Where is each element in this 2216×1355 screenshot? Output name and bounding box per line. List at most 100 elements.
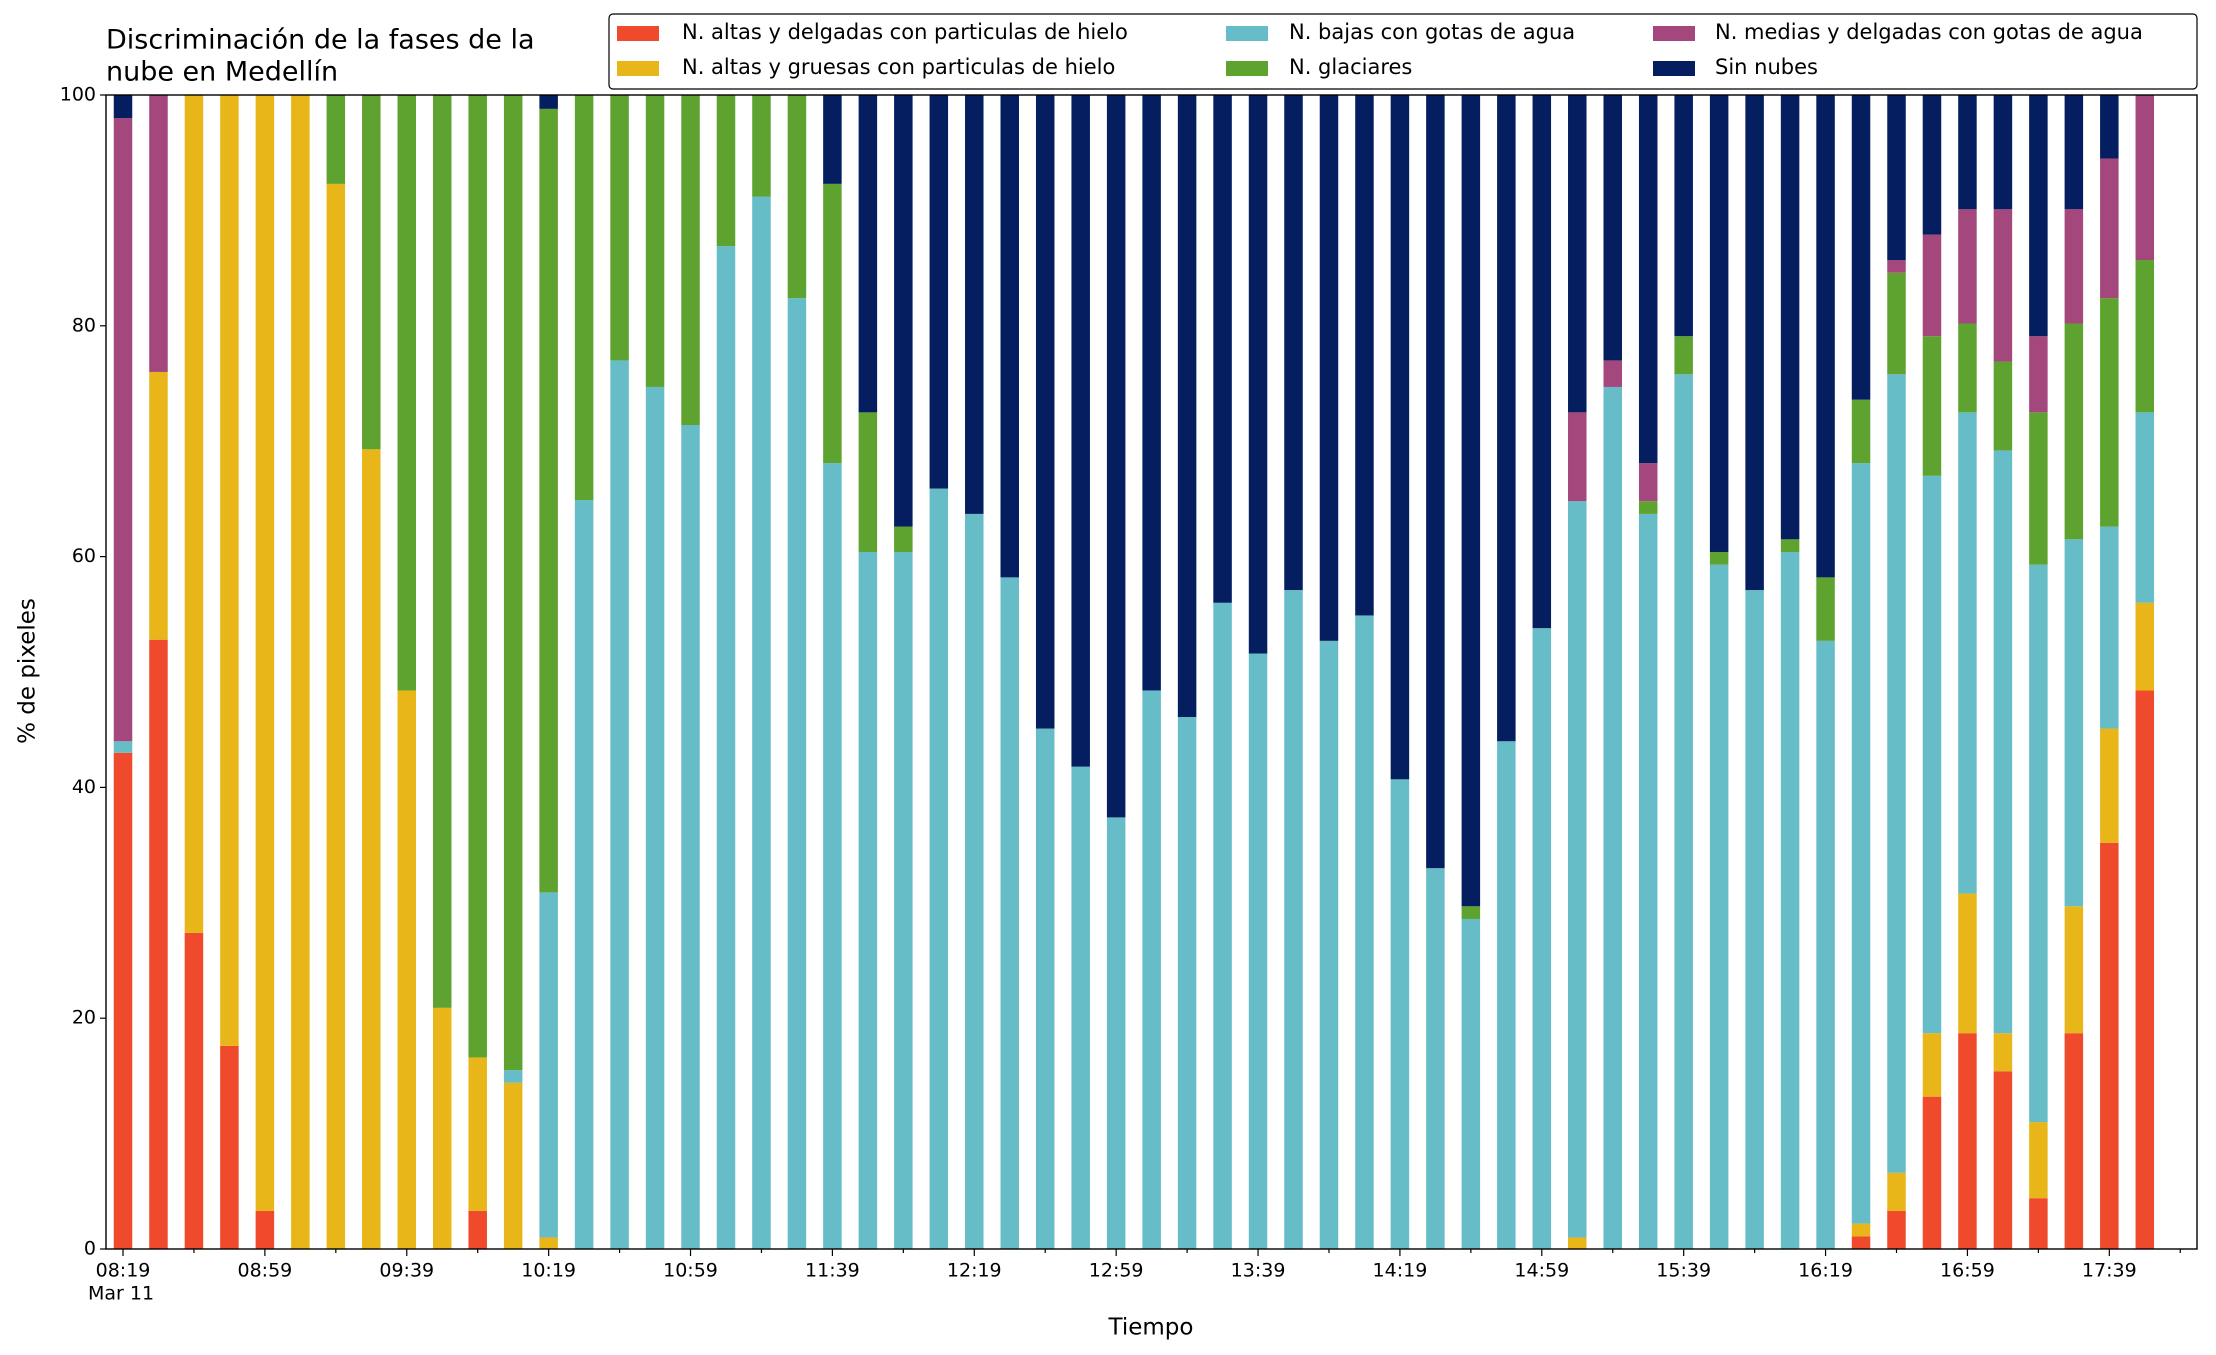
bar-segment	[1709, 564, 1729, 1249]
x-tick-label: 16:59	[1940, 1260, 1995, 1282]
bar-segment	[1142, 95, 1161, 691]
bar-segment	[220, 95, 239, 1046]
bar-segment	[113, 752, 133, 1249]
bar-segment	[1000, 577, 1019, 1249]
bar-segment	[1851, 1236, 1871, 1249]
x-date-label: Mar 11	[88, 1283, 154, 1305]
bar-segment	[1887, 95, 1906, 261]
bar-segment	[2135, 690, 2155, 1249]
bar-segment	[1922, 475, 1942, 1034]
x-tick-label: 08:19	[96, 1260, 151, 1282]
bar-segment	[1674, 374, 1693, 1249]
bar-segment	[1887, 272, 1906, 375]
bar-segment	[1568, 95, 1587, 413]
chart-title: nube en Medellín	[106, 57, 338, 88]
bar-segment	[1638, 513, 1658, 1249]
bar-segment	[255, 95, 275, 1211]
bar-segment	[2135, 95, 2155, 261]
bar-segment	[823, 463, 842, 1250]
x-tick-label: 15:39	[1656, 1260, 1711, 1282]
bar-segment	[1638, 463, 1658, 502]
bar-segment	[1993, 361, 2013, 451]
bar-segment	[468, 95, 487, 1058]
bar-segment	[2064, 323, 2084, 540]
bar-segment	[2029, 564, 2048, 1123]
x-tick-label: 10:19	[521, 1260, 576, 1282]
bar-segment	[2029, 95, 2048, 337]
x-tick-label: 14:19	[1373, 1260, 1428, 1282]
bar-segment	[1568, 412, 1587, 502]
bar-segment	[1922, 234, 1942, 337]
bar-segment	[220, 1045, 239, 1249]
bar-segment	[1851, 95, 1871, 400]
bar-segment	[1603, 360, 1622, 387]
bar-segment	[2135, 602, 2155, 691]
bar-segment	[1780, 539, 1800, 552]
bar-segment	[397, 95, 417, 691]
legend-swatch	[617, 61, 659, 76]
legend-swatch	[1653, 61, 1695, 76]
bar-segment	[1851, 399, 1871, 464]
y-tick-label: 0	[84, 1238, 96, 1260]
bar-segment	[965, 513, 984, 1249]
bar-segment	[1638, 95, 1658, 464]
bar-segment	[1887, 1172, 1906, 1211]
bar-segment	[823, 95, 842, 184]
bar-segment	[1355, 95, 1374, 616]
bar-segment	[184, 932, 204, 1249]
bar-segment	[2029, 1122, 2048, 1199]
bar-segment	[1532, 628, 1552, 1249]
bar-segment	[1958, 1033, 1977, 1249]
bar-segment	[1497, 741, 1516, 1249]
legend-swatch	[1226, 61, 1268, 76]
bar-segment	[574, 500, 594, 1250]
bar-segment	[1603, 386, 1622, 1249]
bar-segment	[1390, 95, 1410, 780]
bar-segment	[1816, 640, 1835, 1249]
bar-segment	[574, 95, 594, 501]
bar-segment	[823, 183, 842, 464]
bar-segment	[1248, 95, 1268, 654]
bar-segment	[1709, 95, 1729, 552]
bar-segment	[1461, 906, 1481, 919]
bar-segment	[1568, 501, 1587, 1238]
bar-segment	[610, 360, 629, 1249]
bar-segment	[1780, 95, 1800, 540]
bar-segment	[1887, 1210, 1906, 1249]
plot-area	[113, 95, 2155, 1250]
x-tick-label: 11:39	[805, 1260, 860, 1282]
bar-segment	[1993, 1071, 2013, 1249]
bar-segment	[1851, 1223, 1871, 1237]
y-tick-label: 40	[72, 776, 96, 798]
bar-segment	[503, 1082, 523, 1249]
y-tick-label: 80	[72, 314, 96, 336]
bar-segment	[2100, 95, 2119, 159]
plot-frame	[105, 94, 2198, 1250]
legend-label: N. altas y gruesas con particulas de hie…	[682, 55, 1115, 79]
bar-segment	[610, 95, 629, 361]
bar-segment	[965, 95, 984, 514]
bar-segment	[503, 1070, 523, 1083]
bar-segment	[1461, 95, 1481, 907]
bar-segment	[1922, 1096, 1942, 1249]
bar-segment	[2064, 95, 2084, 210]
bar-segment	[1922, 95, 1942, 235]
bar-segment	[645, 95, 665, 387]
bar-segment	[255, 1210, 275, 1249]
bar-segment	[1355, 615, 1374, 1249]
bar-segment	[1745, 590, 1764, 1249]
bar-segment	[1106, 95, 1126, 818]
bar-segment	[2029, 336, 2048, 413]
bar-segment	[184, 95, 204, 933]
bar-segment	[681, 425, 700, 1249]
bar-segment	[1319, 640, 1339, 1249]
bar-segment	[1816, 95, 1835, 578]
bar-segment	[2100, 298, 2119, 527]
x-tick-label: 14:59	[1514, 1260, 1569, 1282]
bar-segment	[752, 196, 771, 1249]
bar-segment	[1177, 95, 1197, 718]
x-tick-label: 10:59	[663, 1260, 718, 1282]
bar-segment	[2064, 1033, 2084, 1249]
bar-segment	[681, 95, 700, 426]
bar-segment	[1709, 551, 1729, 565]
